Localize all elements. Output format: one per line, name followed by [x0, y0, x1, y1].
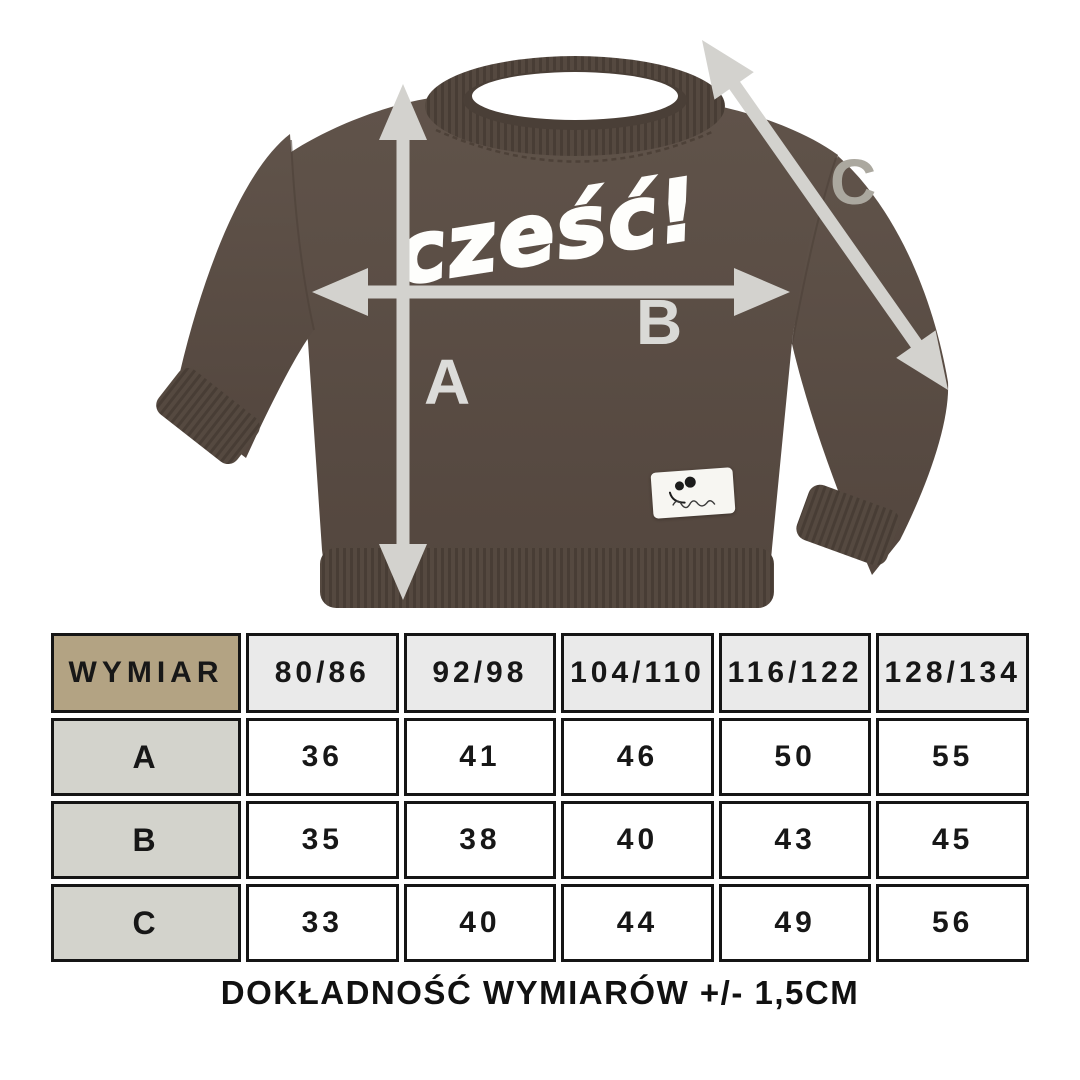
- table-header-size: 104/110: [561, 633, 714, 713]
- table-cell: 43: [718, 801, 872, 879]
- neck-opening: [472, 72, 678, 120]
- table-header-size: 80/86: [246, 633, 399, 713]
- table-header-size: 116/122: [718, 633, 872, 713]
- hem-band: [320, 548, 774, 608]
- right-sleeve: [792, 156, 949, 575]
- measurement-arrows: [312, 40, 948, 600]
- measurement-label-c: C: [830, 146, 877, 218]
- table-row-b: B 35 38 40 43 45: [51, 801, 1029, 879]
- left-cuff: [156, 367, 260, 465]
- table-cell: 38: [403, 801, 557, 879]
- table-header-size: 128/134: [876, 633, 1029, 713]
- table-cell: 49: [718, 884, 872, 962]
- left-sleeve: [168, 134, 314, 458]
- table-cell: 40: [561, 801, 714, 879]
- arrow-a-height: [379, 84, 427, 600]
- right-sleeve-seam: [791, 157, 837, 345]
- table-cell: 40: [403, 884, 557, 962]
- tolerance-note: DOKŁADNOŚĆ WYMIARÓW +/- 1,5CM: [220, 974, 860, 1011]
- table-cell: 50: [718, 718, 872, 796]
- table-cell: 46: [561, 718, 714, 796]
- row-label: B: [51, 801, 241, 879]
- sweatshirt-illustration: [156, 56, 949, 608]
- table-header-size: 92/98: [403, 633, 557, 713]
- right-cuff: [796, 484, 900, 566]
- table-cell: 45: [876, 801, 1029, 879]
- brand-tag: [650, 467, 736, 519]
- table-row-c: C 33 40 44 49 56: [51, 884, 1029, 962]
- table-cell: 55: [876, 718, 1029, 796]
- size-table: WYMIAR 80/86 92/98 104/110 116/122 128/1…: [46, 628, 1034, 967]
- table-cell: 44: [561, 884, 714, 962]
- table-row-a: A 36 41 46 50 55: [51, 718, 1029, 796]
- brand-logo-icon: [668, 476, 716, 509]
- arrow-c-sleeve: [702, 40, 948, 390]
- row-label: C: [51, 884, 241, 962]
- row-label: A: [51, 718, 241, 796]
- table-cell: 41: [403, 718, 557, 796]
- table-cell: 33: [246, 884, 399, 962]
- table-header-wymiar: WYMIAR: [51, 633, 241, 713]
- table-cell: 35: [246, 801, 399, 879]
- measurement-label-b: B: [636, 286, 683, 358]
- neckline-seam: [435, 128, 713, 163]
- left-sleeve-seam: [290, 139, 315, 331]
- table-cell: 36: [246, 718, 399, 796]
- table-header-row: WYMIAR 80/86 92/98 104/110 116/122 128/1…: [51, 633, 1029, 713]
- measurement-label-a: A: [424, 346, 471, 418]
- table-cell: 56: [876, 884, 1029, 962]
- arrow-b-width: [312, 268, 790, 316]
